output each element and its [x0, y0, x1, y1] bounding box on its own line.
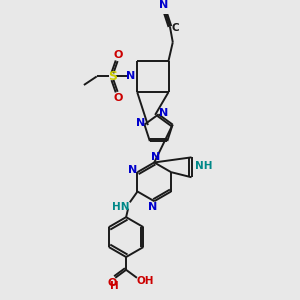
- Text: N: N: [126, 71, 135, 81]
- Text: HN: HN: [112, 202, 129, 212]
- Text: H: H: [110, 281, 118, 291]
- Text: N: N: [159, 0, 168, 10]
- Text: S: S: [108, 70, 117, 83]
- Text: O: O: [107, 278, 117, 288]
- Text: C: C: [171, 23, 179, 33]
- Text: NH: NH: [195, 161, 212, 171]
- Text: O: O: [113, 50, 123, 60]
- Text: N: N: [136, 118, 145, 128]
- Text: O: O: [113, 93, 123, 103]
- Text: OH: OH: [136, 276, 154, 286]
- Text: N: N: [128, 165, 137, 175]
- Text: N: N: [151, 152, 160, 162]
- Text: N: N: [159, 108, 168, 118]
- Text: N: N: [148, 202, 158, 212]
